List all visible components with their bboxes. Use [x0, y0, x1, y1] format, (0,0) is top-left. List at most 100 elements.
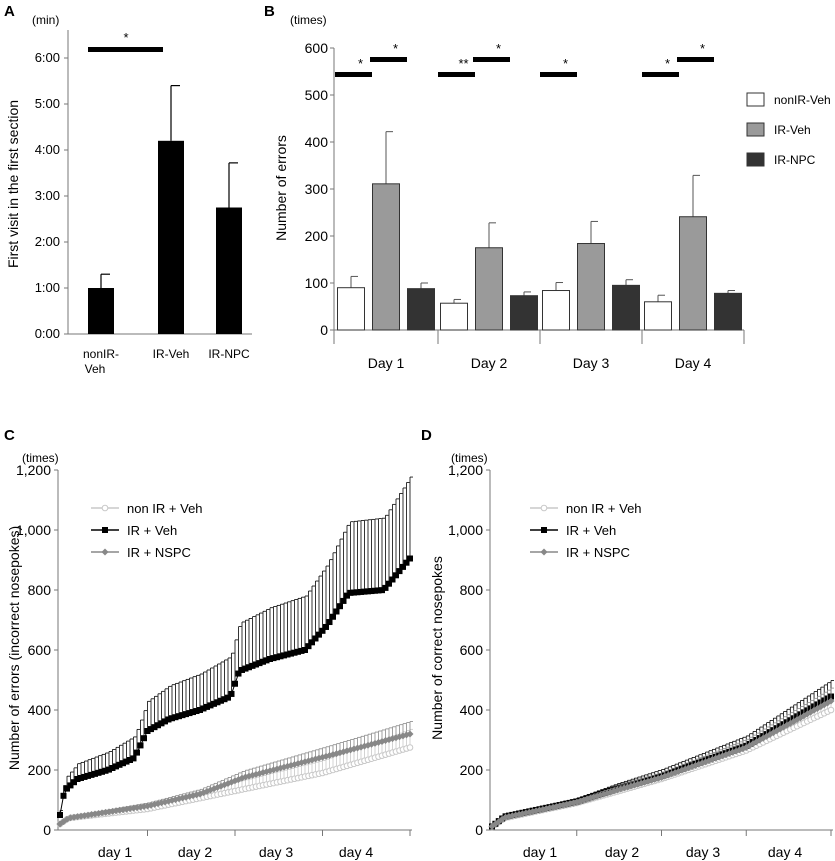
bar-ir-npc-day1 — [407, 288, 435, 331]
legend-marker — [101, 548, 109, 556]
data-point — [144, 728, 151, 734]
significance-bar — [642, 72, 679, 77]
panel-d-chart: 0 200 400 600 800 1,000 1,200 day 1 day 2 day 3 da… — [429, 451, 835, 860]
data-point — [64, 785, 70, 792]
bar-nonir-veh-day3 — [542, 290, 570, 331]
data-point — [270, 655, 277, 662]
data-point — [67, 782, 74, 789]
data-point — [120, 760, 126, 767]
significance-star: * — [358, 56, 363, 71]
y-tick-label: 1:00 — [35, 280, 60, 295]
y-unit-label: (times) — [22, 451, 59, 465]
y-tick-label: 400 — [28, 702, 52, 718]
y-tick-label: 600 — [28, 642, 52, 658]
x-category-label: IR-NPC — [208, 347, 250, 361]
data-point — [375, 587, 382, 594]
legend-label: IR + NSPC — [566, 545, 630, 560]
data-point — [312, 635, 319, 642]
data-point — [106, 766, 112, 773]
data-point — [295, 648, 301, 655]
significance-bar — [540, 72, 577, 77]
data-point — [155, 722, 161, 729]
y-axis-title: Number of errors — [273, 135, 289, 241]
data-point — [60, 792, 67, 799]
data-point — [207, 702, 214, 709]
y-tick-label: 6:00 — [35, 50, 60, 65]
data-point — [214, 699, 221, 706]
data-point — [141, 735, 147, 742]
data-point — [400, 563, 406, 570]
legend-marker — [540, 548, 548, 556]
data-point — [148, 726, 154, 733]
data-point — [127, 757, 133, 763]
significance-bar — [677, 57, 714, 62]
y-tick-label: 400 — [305, 134, 329, 150]
y-tick-label: 2:00 — [35, 234, 60, 249]
x-category-label: day 4 — [339, 844, 373, 860]
x-category-label: Day 1 — [368, 355, 405, 371]
data-point — [165, 716, 172, 723]
significance-bar — [335, 72, 372, 77]
bar-ir-npc — [216, 207, 242, 334]
legend-label: IR + Veh — [566, 523, 616, 538]
y-tick-label: 100 — [305, 275, 329, 291]
legend-marker — [102, 527, 108, 533]
y-tick-label: 1,000 — [448, 522, 483, 538]
y-tick-label: 4:00 — [35, 142, 60, 157]
bar-ir-npc-day2 — [510, 295, 538, 331]
bar-nonir-veh-day2 — [440, 302, 468, 331]
data-point — [354, 589, 361, 596]
significance-star: * — [665, 56, 670, 71]
data-point — [81, 773, 88, 780]
bar-ir-veh-day1 — [372, 183, 400, 331]
data-point — [130, 755, 137, 762]
legend-label: non IR + Veh — [127, 501, 203, 516]
data-point — [74, 776, 81, 782]
y-tick-label: 1,200 — [448, 462, 483, 478]
y-tick-label: 800 — [28, 582, 52, 598]
y-tick-label: 0 — [43, 822, 51, 838]
y-tick-label: 800 — [460, 582, 484, 598]
data-point — [249, 662, 256, 669]
legend-marker — [540, 504, 548, 512]
data-point — [393, 572, 399, 579]
data-point — [256, 660, 263, 667]
bar-ir-veh — [158, 140, 184, 334]
data-point — [386, 580, 392, 587]
x-category-label: IR-Veh — [153, 347, 190, 361]
legend-label: IR-Veh — [774, 123, 811, 137]
y-tick-label: 200 — [460, 762, 484, 778]
data-point — [379, 587, 385, 594]
bar-ir-veh-day2 — [475, 247, 503, 331]
data-point — [389, 576, 396, 583]
series-ir-veh — [489, 680, 834, 830]
data-point — [298, 647, 305, 654]
significance-bar — [473, 57, 510, 62]
data-point — [267, 656, 273, 662]
significance-star: * — [563, 56, 568, 71]
y-tick-label: 300 — [305, 181, 329, 197]
data-point — [186, 710, 193, 717]
bar-nonir-veh-day4 — [644, 301, 672, 331]
data-point — [337, 603, 343, 610]
data-point — [323, 623, 329, 630]
y-tick-label: 200 — [305, 228, 329, 244]
legend-label: non IR + Veh — [566, 501, 642, 516]
y-tick-label: 5:00 — [35, 96, 60, 111]
x-category-label: day 1 — [523, 844, 557, 860]
data-point — [365, 588, 371, 595]
data-point — [102, 767, 109, 774]
data-point — [134, 749, 140, 756]
data-point — [406, 730, 414, 738]
panel-letter-d: D — [421, 427, 432, 444]
data-point — [288, 650, 294, 657]
data-point — [221, 696, 228, 703]
data-point — [218, 697, 224, 704]
series-ir-nspc — [56, 721, 414, 828]
data-point — [827, 697, 835, 705]
x-category-label: day 1 — [98, 844, 132, 860]
panel-b-chart: 0 100 200 300 400 500 600 (times) Number of erro… — [273, 13, 831, 371]
x-category-label: day 3 — [259, 844, 293, 860]
panel-a-chart: 0:00 1:00 2:00 3:00 4:00 5:00 6:00 (min) First v… — [5, 13, 252, 376]
